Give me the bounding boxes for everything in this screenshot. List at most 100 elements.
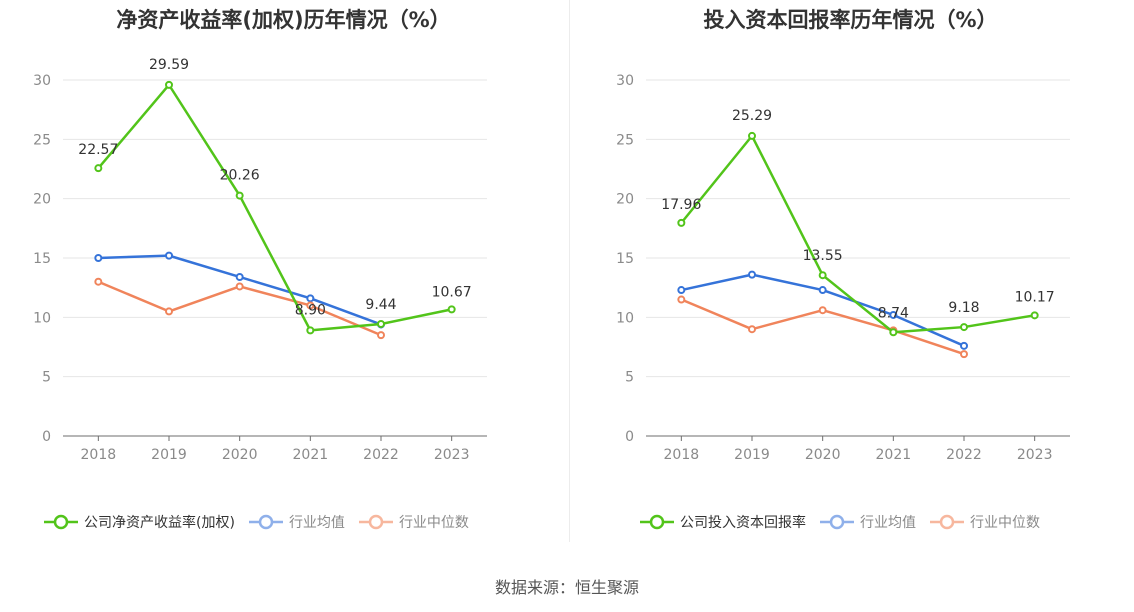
- roe-chart-panel: 净资产收益率(加权)历年情况（%） 0 5 10 15 20 25 30 2018 2019 20…: [0, 0, 567, 545]
- data-label: 10.67: [432, 284, 472, 300]
- x-tick-label: 2019: [151, 447, 187, 463]
- y-tick-label: 20: [33, 192, 51, 208]
- y-tick-label: 0: [42, 429, 51, 445]
- legend-swatch: [820, 514, 854, 530]
- legend-label: 公司净资产收益率(加权): [84, 515, 235, 531]
- data-point: [960, 341, 968, 350]
- data-point: [306, 301, 315, 310]
- data-point: [677, 295, 686, 304]
- data-label: 10.17: [1015, 289, 1055, 305]
- data-point: [818, 286, 827, 295]
- legend-swatch: [358, 514, 393, 530]
- data-point: [235, 282, 244, 291]
- legend-item[interactable]: 行业中位数: [930, 512, 1040, 532]
- y-tick-label: 25: [616, 132, 634, 148]
- data-label: 13.55: [803, 248, 843, 264]
- x-tick-label: 2021: [293, 447, 329, 463]
- legend-item[interactable]: 行业中位数: [358, 512, 469, 532]
- data-point: [748, 270, 756, 279]
- x-tick-label: 2020: [222, 447, 258, 463]
- legend-swatch: [44, 514, 78, 530]
- data-point: [748, 325, 756, 334]
- data-label: 8.90: [295, 302, 326, 318]
- legend-swatch: [930, 514, 964, 530]
- y-tick-label: 30: [616, 73, 634, 89]
- y-tick-label: 5: [42, 370, 51, 386]
- data-label: 22.57: [78, 142, 118, 158]
- series-line-0: [97, 83, 452, 332]
- y-tick-label: 25: [33, 132, 51, 148]
- data-label: 25.29: [732, 108, 772, 124]
- legend-item[interactable]: 公司投入资本回报率: [640, 512, 806, 532]
- legend-item[interactable]: 行业均值: [820, 512, 916, 532]
- panel-divider: [569, 0, 570, 542]
- data-point: [165, 307, 173, 316]
- chart-title: 投入资本回报率历年情况（%）: [703, 8, 998, 32]
- data-label: 9.18: [948, 300, 979, 316]
- y-tick-label: 5: [625, 370, 634, 386]
- legend-swatch: [640, 514, 674, 530]
- x-tick-label: 2022: [946, 447, 982, 463]
- data-point: [748, 131, 756, 140]
- data-point: [306, 294, 315, 303]
- legend-item[interactable]: 公司净资产收益率(加权): [44, 512, 235, 532]
- data-point: [306, 326, 315, 335]
- data-point: [235, 191, 244, 200]
- x-tick-label: 2022: [363, 447, 399, 463]
- legend-label: 公司投入资本回报率: [680, 515, 806, 531]
- data-source: 数据来源：恒生聚源: [494, 578, 639, 597]
- data-point: [889, 310, 898, 319]
- x-tick-label: 2018: [664, 447, 700, 463]
- data-point: [94, 164, 103, 173]
- legend-swatch-marker: [829, 514, 845, 530]
- legend-swatch-marker: [53, 514, 69, 530]
- data-point: [889, 328, 898, 337]
- x-tick-label: 2018: [81, 447, 117, 463]
- data-point: [677, 286, 686, 295]
- data-point: [677, 218, 686, 227]
- y-tick-label: 0: [625, 429, 634, 445]
- data-point: [94, 277, 103, 286]
- x-tick-label: 2019: [734, 447, 770, 463]
- x-tick-label: 2021: [876, 447, 912, 463]
- x-tick-label: 2023: [1017, 447, 1053, 463]
- data-label: 20.26: [220, 168, 260, 184]
- legend-swatch-marker: [368, 514, 384, 530]
- data-point: [94, 254, 103, 262]
- legend-label: 行业均值: [288, 515, 345, 531]
- legend-swatch-marker: [649, 514, 665, 530]
- x-tick-label: 2023: [434, 447, 470, 463]
- legend-swatch-marker: [939, 514, 955, 530]
- data-label: 8.74: [878, 305, 909, 321]
- data-point: [818, 271, 827, 280]
- roic-line-chart: 0 5 10 15 20 25 30 2018 2019 2020 2021 2022 2023 17.9…: [616, 73, 1070, 463]
- legend-swatch: [248, 514, 283, 530]
- series-line-0: [680, 134, 1035, 334]
- legend-item[interactable]: 行业均值: [248, 512, 345, 532]
- data-label: 29.59: [149, 57, 189, 73]
- chart-title: 净资产收益率(加权)历年情况（%）: [116, 8, 451, 32]
- y-tick-label: 20: [616, 192, 634, 208]
- data-point: [377, 331, 385, 340]
- data-point: [960, 323, 968, 332]
- legend-label: 行业均值: [860, 515, 916, 531]
- y-tick-label: 30: [33, 73, 51, 89]
- data-point: [818, 306, 827, 315]
- y-tick-label: 10: [616, 310, 634, 326]
- roic-chart-panel: 投入资本回报率历年情况（%） 0 5 10 15 20 25 30 2018 2019 2020 2…: [567, 0, 1134, 545]
- roe-line-chart: 0 5 10 15 20 25 30 2018 2019 2020 2021 2022 2023 22.5…: [33, 57, 487, 463]
- data-point: [235, 272, 244, 281]
- data-point: [165, 251, 173, 260]
- y-tick-label: 10: [33, 310, 51, 326]
- data-label: 9.44: [365, 297, 396, 313]
- data-label: 17.96: [661, 197, 701, 213]
- legend-label: 行业中位数: [398, 515, 469, 531]
- legend-label: 行业中位数: [970, 515, 1040, 531]
- y-tick-label: 15: [616, 251, 634, 267]
- data-point: [1030, 311, 1039, 320]
- data-point: [377, 319, 385, 328]
- legend-swatch-marker: [258, 514, 274, 530]
- data-point: [447, 305, 456, 314]
- x-tick-label: 2020: [805, 447, 841, 463]
- roe-legend: 公司净资产收益率(加权) 行业均值 行业中位数: [44, 510, 483, 534]
